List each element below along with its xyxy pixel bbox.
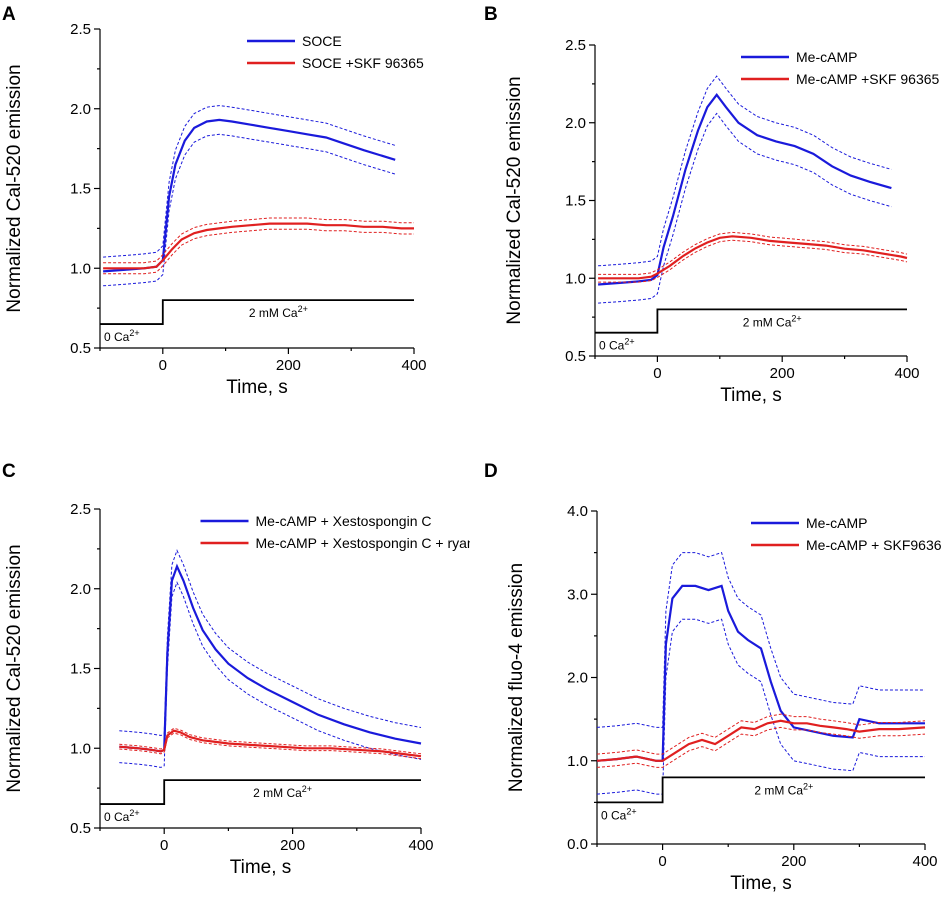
panel-a-ytick-label: 0.5: [70, 340, 91, 357]
panel-c-ytick-label: 1.5: [70, 661, 91, 678]
panel-b-y-axis-label: Normalized Cal-520 emission: [504, 76, 525, 324]
panel-d-high-ca-label: 2 mM Ca2+: [754, 781, 813, 797]
panel-b-series-0-line: [598, 92, 892, 286]
panel-d: D 0.0 1.0 2.0 3.0 4.0 0 200 400 Time, s Normalized…: [470, 455, 941, 907]
panel-a-series-1-upper-band: [103, 217, 414, 264]
panel-c-ytick-label: 1.0: [70, 740, 91, 757]
panel-b-chart: B 0.5 1.0 1.5 2.0 2.5 0 200 400 Time, s Normalized…: [484, 4, 940, 406]
panel-a-series-1-line: [103, 222, 414, 270]
panel-a-low-ca-label: 0 Ca2+: [104, 328, 140, 344]
panel-d-xtick-label: 0: [658, 853, 666, 870]
panel-b-high-ca-label: 2 mM Ca2+: [743, 313, 802, 329]
panel-d-series-0-lower-band: [596, 618, 925, 795]
panel-d-y-axis-label: Normalized fluo-4 emission: [506, 563, 527, 792]
panel-b-ytick-label: 2.0: [565, 115, 586, 132]
panel-d-chart: D 0.0 1.0 2.0 3.0 4.0 0 200 400 Time, s Normalized…: [484, 461, 941, 894]
panel-b-series-0-upper-band: [598, 75, 892, 267]
panel-d-series-0-line: [596, 584, 925, 762]
panel-a-series-0-line: [103, 118, 396, 273]
panel-a-x-axis-label: Time, s: [226, 377, 288, 398]
panel-a-xtick-label: 400: [401, 357, 426, 374]
panel-c-series-1-line: [119, 729, 422, 758]
panel-d-legend-label-1: Me-cAMP + SKF96365: [806, 537, 941, 553]
panel-c-series-1-upper-band: [119, 727, 422, 755]
panel-b-xtick-label: 400: [894, 365, 919, 382]
panel-b-series-1-lower-band: [598, 239, 908, 283]
panel-d-xtick-label: 400: [912, 853, 937, 870]
panel-a-series-1-lower-band: [103, 228, 414, 275]
panel-b-ytick-label: 1.5: [565, 193, 586, 210]
panel-d-series-1-lower-band: [596, 726, 926, 768]
panel-a-ytick-label: 2.5: [70, 21, 91, 38]
panel-d-series-1-line: [596, 719, 926, 762]
panel-d-ytick-label: 2.0: [567, 670, 588, 687]
panel-b: B 0.5 1.0 1.5 2.0 2.5 0 200 400 Time, s Normalized…: [470, 0, 941, 440]
panel-c-legend-label-1: Me-cAMP + Xestospongin C + ryanodine: [256, 535, 471, 551]
panel-a-legend-label-1: SOCE +SKF 96365: [302, 55, 424, 71]
panel-d-series-1-upper-band: [596, 713, 926, 755]
panel-c-ytick-label: 0.5: [70, 820, 91, 837]
panel-a-calcium-step: [100, 299, 414, 325]
panel-b-xtick-label: 200: [770, 365, 795, 382]
panel-c-calcium-step: [100, 779, 421, 805]
panel-a-chart: A 0.5 1.0 1.5 2.0 2.5 0 200 400 Time, s Normalized…: [2, 4, 427, 398]
panel-c-series-1-lower-band: [119, 732, 422, 760]
panel-b-legend-label-1: Me-cAMP +SKF 96365: [796, 71, 940, 87]
panel-a-letter: A: [2, 4, 16, 25]
panel-d-ytick-label: 0.0: [567, 836, 588, 853]
panel-d-ytick-label: 3.0: [567, 586, 588, 603]
panel-b-low-ca-label: 0 Ca2+: [599, 337, 635, 353]
panel-d-low-ca-label: 0 Ca2+: [601, 806, 637, 822]
panel-c-chart: C 0.5 1.0 1.5 2.0 2.5 0 200 400 Time, s Normalized…: [2, 461, 509, 878]
panel-a: A 0.5 1.0 1.5 2.0 2.5 0 200 400 Time, s Normalized…: [0, 0, 470, 440]
panel-c-xtick-label: 200: [280, 837, 305, 854]
panel-c-ytick-label: 2.5: [70, 501, 91, 518]
panel-d-ytick-label: 1.0: [567, 753, 588, 770]
panel-c-high-ca-label: 2 mM Ca2+: [253, 784, 312, 800]
panel-a-legend-label-0: SOCE: [302, 33, 342, 49]
panel-a-high-ca-label: 2 mM Ca2+: [249, 304, 308, 320]
panel-b-series-0-lower-band: [598, 112, 892, 304]
panel-c-y-axis-label: Normalized Cal-520 emission: [4, 544, 25, 792]
panel-b-x-axis-label: Time, s: [720, 385, 782, 406]
panel-a-y-axis-label: Normalized Cal-520 emission: [4, 64, 25, 312]
panel-b-xtick-label: 0: [653, 365, 661, 382]
panel-c-ytick-label: 2.0: [70, 581, 91, 598]
panel-a-series-0-lower-band: [103, 133, 396, 287]
panel-d-calcium-step: [597, 776, 925, 804]
panel-b-series-1-line: [598, 235, 908, 280]
panel-c: C 0.5 1.0 1.5 2.0 2.5 0 200 400 Time, s Normalized…: [0, 455, 509, 907]
panel-a-ytick-label: 2.0: [70, 101, 91, 118]
panel-a-xtick-label: 0: [159, 357, 167, 374]
panel-d-xtick-label: 200: [781, 853, 806, 870]
panel-b-ytick-label: 2.5: [565, 37, 586, 54]
panel-a-series-0-upper-band: [103, 105, 396, 258]
panel-d-letter: D: [484, 461, 498, 482]
panel-b-ytick-label: 1.0: [565, 270, 586, 287]
panel-c-xtick-label: 400: [408, 837, 433, 854]
panel-b-legend-label-0: Me-cAMP: [796, 49, 857, 65]
panel-a-ytick-label: 1.5: [70, 181, 91, 198]
panel-c-x-axis-label: Time, s: [230, 857, 292, 878]
panel-a-xtick-label: 200: [276, 357, 301, 374]
panel-c-series-0-line: [119, 563, 422, 753]
panel-b-series-1-upper-band: [598, 231, 908, 275]
panel-b-ytick-label: 0.5: [565, 348, 586, 365]
panel-c-letter: C: [2, 461, 16, 482]
panel-d-series-0-upper-band: [596, 551, 925, 728]
panel-c-legend-label-0: Me-cAMP + Xestospongin C: [256, 513, 432, 529]
panel-d-x-axis-label: Time, s: [730, 873, 792, 894]
panel-c-xtick-label: 0: [160, 837, 168, 854]
panel-b-calcium-step: [595, 308, 907, 334]
panel-d-ytick-label: 4.0: [567, 503, 588, 520]
panel-b-letter: B: [484, 4, 498, 25]
panel-d-legend-label-0: Me-cAMP: [806, 515, 867, 531]
panel-a-ytick-label: 1.0: [70, 260, 91, 277]
panel-c-low-ca-label: 0 Ca2+: [104, 808, 140, 824]
